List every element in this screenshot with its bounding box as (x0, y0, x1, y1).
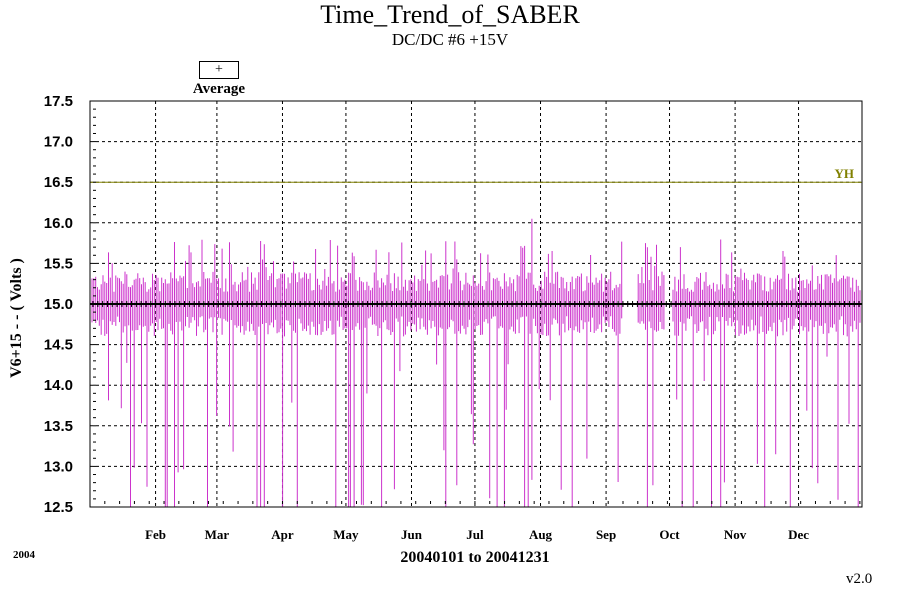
y-tick-label: 15.0 (44, 296, 73, 313)
y-tick-label: 15.5 (44, 255, 73, 272)
y-tick-label: 13.0 (44, 458, 73, 475)
chart-subtitle: DC/DC #6 +15V (391, 30, 509, 49)
y-tick-label: 17.0 (44, 134, 73, 151)
x-tick-label: Mar (205, 527, 230, 542)
legend-symbol-box: + (199, 61, 239, 79)
x-tick-label: Aug (529, 527, 553, 542)
x-tick-label: Nov (724, 527, 747, 542)
x-tick-label: Oct (659, 527, 680, 542)
version-label: v2.0 (846, 571, 873, 587)
y-tick-label: 12.5 (44, 499, 73, 516)
y-tick-label: 16.5 (44, 174, 73, 191)
range-spikes-path (91, 218, 861, 507)
y-tick-label: 14.5 (44, 337, 73, 354)
axis-ticks: 12.5 13.0 13.5 14.0 14.5 15.0 15.5 16.0 16.5 17.0… (44, 93, 861, 542)
legend-label: Average (192, 81, 246, 97)
reference-lines: YH (90, 166, 862, 183)
x-tick-label: Jul (466, 527, 484, 542)
plot-frame (89, 100, 863, 508)
chart-title: Time_Trend_of_SABER (320, 0, 580, 29)
y-tick-label: 13.5 (44, 418, 73, 435)
x-tick-label: Apr (271, 527, 294, 542)
y-tick-label: 17.5 (44, 93, 73, 110)
x-tick-label: Sep (596, 527, 616, 542)
x-tick-label: Feb (145, 527, 166, 542)
x-axis-label: 20040101 to 20041231 (400, 549, 550, 566)
x-tick-label: Dec (788, 527, 809, 542)
x-tick-label: Jun (401, 527, 423, 542)
year-label: 2004 (13, 549, 35, 561)
x-tick-label: May (333, 527, 359, 542)
reference-line-label: YH (835, 166, 855, 181)
average-series (90, 301, 862, 307)
spike-series (91, 218, 861, 507)
y-tick-label: 16.0 (44, 215, 73, 232)
y-tick-label: 14.0 (44, 377, 73, 394)
